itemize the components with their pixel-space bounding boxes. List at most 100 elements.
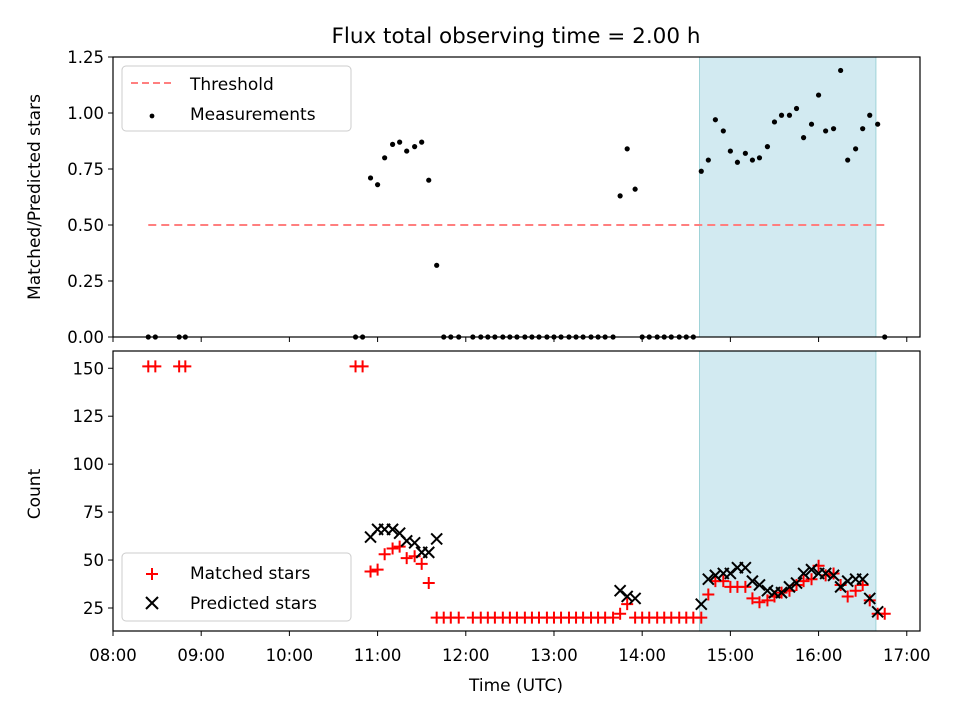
matched-point <box>356 360 369 373</box>
measurement-point <box>720 128 726 134</box>
measurement-point <box>705 157 711 163</box>
predicted-point <box>805 563 818 576</box>
measurement-point <box>727 148 733 154</box>
predicted-point <box>863 592 876 605</box>
matched-point <box>827 567 840 580</box>
measurement-point <box>771 119 778 125</box>
ratio-y-tick-label: 1.25 <box>67 48 104 67</box>
matched-point <box>805 573 818 586</box>
counts-x-tick-label: 14:00 <box>618 646 666 665</box>
ratio-y-tick-label: 0.75 <box>67 160 104 179</box>
matched-point <box>149 360 162 373</box>
legend-threshold-label: Threshold <box>189 75 274 95</box>
measurement-point <box>404 148 410 154</box>
predicted-point <box>797 567 810 580</box>
shaded-span <box>699 56 877 338</box>
measurement-point <box>875 121 881 127</box>
measurement-point <box>617 193 623 199</box>
measurement-point <box>756 155 763 161</box>
measurement-point <box>734 159 741 165</box>
matched-point <box>863 594 876 607</box>
measurement-point <box>397 139 403 145</box>
counts-panel: 25 50 75 100 125 150 08:00 09:00 10:00 11:00 12:0… <box>25 350 931 696</box>
ratio-legend-box <box>121 65 352 132</box>
counts-x-tick-label: 10:00 <box>266 646 314 665</box>
ratio-y-tick-label: 0.50 <box>67 216 104 235</box>
predicted-point <box>702 573 715 586</box>
counts-x-tick-label: 12:00 <box>442 646 490 665</box>
counts-legend-box <box>121 552 352 622</box>
ratio-panel: 0.00 0.25 0.50 0.75 1.00 1.25 Matched/Predict… <box>25 48 921 347</box>
legend-predicted-swatch <box>145 596 159 610</box>
measurement-point <box>712 117 718 123</box>
counts-y-tick-label: 100 <box>73 455 105 474</box>
measurement-point <box>419 139 425 145</box>
matched-point <box>422 577 435 590</box>
measurement-point <box>845 157 851 163</box>
matched-point <box>695 611 708 624</box>
legend-measurements-swatch <box>149 113 155 119</box>
measurement-point <box>632 186 638 192</box>
counts-x-tick-label: 13:00 <box>530 646 578 665</box>
predicted-point <box>790 576 803 590</box>
measurement-point <box>764 144 771 150</box>
predicted-point <box>430 532 443 546</box>
matched-point <box>717 575 730 588</box>
ratio-y-tick-label: 0.25 <box>67 272 104 291</box>
counts-x-label: Time (UTC) <box>468 676 563 696</box>
measurement-point <box>412 144 418 150</box>
counts-axes-frame <box>112 350 921 632</box>
counts-x-tick-label: 15:00 <box>707 646 755 665</box>
measurement-point <box>838 67 844 74</box>
ratio-y-label: Matched/Predicted stars <box>25 94 45 300</box>
measurement-point <box>815 92 822 98</box>
measurement-point <box>800 135 807 141</box>
matched-point <box>856 578 869 591</box>
matched-point <box>761 594 774 607</box>
matched-point <box>386 542 399 555</box>
predicted-point <box>408 536 421 549</box>
measurement-point <box>367 175 374 181</box>
counts-y-tick-label: 25 <box>83 599 104 618</box>
ratio-x-ticks <box>112 337 908 342</box>
matched-point <box>607 611 620 624</box>
matched-point <box>400 552 413 565</box>
predicted-point <box>386 523 399 536</box>
legend-matched-swatch <box>146 568 158 580</box>
counts-points <box>142 360 891 624</box>
predicted-point <box>856 573 869 586</box>
measurement-point <box>382 155 388 161</box>
matched-point <box>621 598 634 611</box>
legend-matched-label: Matched stars <box>190 564 310 584</box>
ratio-y-tick-label: 0.00 <box>67 328 104 347</box>
measurement-point <box>698 168 704 174</box>
predicted-point <box>739 561 752 574</box>
legend-predicted-label: Predicted stars <box>190 594 317 614</box>
measurement-point <box>778 112 785 118</box>
measurement-point <box>786 112 793 118</box>
matched-point <box>452 611 465 624</box>
predicted-point <box>871 605 884 619</box>
predicted-point <box>827 569 840 582</box>
counts-y-tick-label: 125 <box>73 407 105 426</box>
ratio-axes-frame <box>112 56 921 338</box>
measurement-point <box>374 182 381 188</box>
counts-y-tick-label: 75 <box>83 503 104 522</box>
measurement-point <box>808 121 815 127</box>
ratio-y-ticks: 0.00 0.25 0.50 0.75 1.00 1.25 <box>67 48 113 347</box>
matched-point <box>614 607 627 620</box>
matched-point <box>364 565 377 578</box>
matched-point <box>753 596 766 609</box>
measurement-point <box>860 126 866 132</box>
measurement-point <box>867 112 873 118</box>
ratio-legend: Threshold Measurements <box>121 65 352 132</box>
matched-point <box>378 548 391 561</box>
matched-point <box>393 540 406 553</box>
counts-x-tick-label: 17:00 <box>883 646 931 665</box>
matched-point <box>371 563 384 576</box>
measurement-point <box>389 141 396 147</box>
measurement-point <box>426 177 432 183</box>
ratio-y-tick-label: 1.00 <box>67 104 104 123</box>
measurement-point <box>823 128 829 134</box>
matched-point <box>415 557 428 570</box>
